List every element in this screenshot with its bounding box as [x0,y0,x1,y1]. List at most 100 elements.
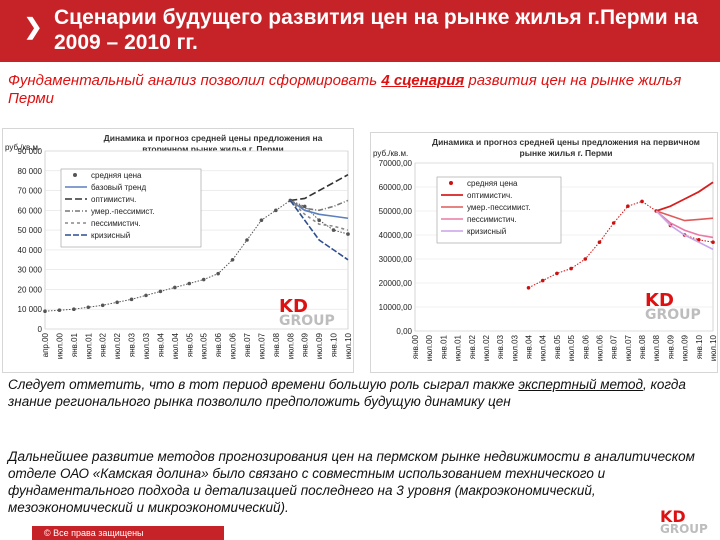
x-tick-label: янв.00 [411,334,420,359]
x-tick-label: июл.09 [315,332,324,359]
y-tick-label: 70 000 [18,187,43,196]
x-tick-label: апр.00 [41,332,50,357]
x-tick-label: июл.01 [84,332,93,359]
y-tick-label: 50000,00 [379,207,413,216]
series-line [289,199,349,212]
legend-label: пессимистич. [467,215,517,224]
kd-group-logo: KD GROUP [645,290,701,324]
y-tick-label: 60 000 [18,206,43,215]
y-tick-label: 30 000 [18,266,43,275]
x-tick-label: июл.10 [344,332,353,359]
legend-label: пессимистич. [91,219,141,228]
x-tick-label: янв.10 [695,334,704,359]
data-point [57,308,62,313]
chevron-right-icon: ❯ [24,14,43,39]
x-tick-label: июл.07 [624,334,633,361]
x-tick-label: янв.02 [99,332,108,357]
x-tick-label: янв.08 [272,332,281,357]
note-methods-development: Дальнейшее развитие методов прогнозирова… [8,449,695,515]
y-tick-label: 20000,00 [379,279,413,288]
legend-label: средняя цена [467,179,518,188]
x-tick-label: янв.07 [243,332,252,357]
y-tick-label: 0,00 [396,327,412,336]
legend-box [436,176,562,244]
header-bar: ❯ Сценарии будущего развития цен на рынк… [0,0,720,62]
legend-marker [73,173,77,177]
copyright-footer: © Все права защищены [32,526,224,540]
x-tick-label: июл.04 [539,334,548,361]
chart1-title: Динамика и прогноз средней цены предложе… [103,133,323,154]
chart1-plot: 90 000 80 000 70 000 60 000 50 000 40 000 30 0… [18,147,353,359]
data-point [711,240,715,244]
x-tick-label: янв.09 [666,334,675,359]
series-line [290,174,349,202]
chart1-ylabel: руб./кв.м. [5,143,41,152]
series-line [289,199,349,261]
intro-part-2: развития цен на рынке жилья Перми [8,72,682,107]
series-line [655,210,714,239]
legend-label: средняя цена [91,171,142,180]
x-tick-label: янв.01 [439,334,448,359]
x-tick-label: июл.08 [652,334,661,361]
slide-title: Сценарии будущего развития цен на рынке … [54,6,698,54]
legend-marker [449,181,453,185]
x-tick-label: янв.09 [301,332,310,357]
series-line [655,210,714,222]
chart2-plot: 70000,00 60000,00 50000,00 40000,00 30000,00… [379,159,717,361]
note-expert-method: Следует отметить, что в тот период време… [8,376,714,410]
chart2-title: Динамика и прогноз средней цены предложе… [432,137,700,158]
x-tick-label: июл.10 [709,334,717,361]
y-tick-label: 90 000 [18,147,43,156]
y-tick-label: 40 000 [18,246,43,255]
x-tick-label: июл.05 [200,332,209,359]
y-tick-label: 80 000 [18,167,43,176]
data-point [640,199,644,204]
x-tick-label: янв.01 [70,332,79,357]
intro-underlined: 4 сценария [381,72,465,89]
note1-part-1: Следует отметить, что в тот период време… [8,377,519,392]
x-tick-label: июл.06 [229,332,238,359]
legend-label: базовый тренд [91,183,146,192]
intro-text: Фундаментальный анализ позволил сформиро… [8,72,708,108]
y-tick-label: 40000,00 [379,231,413,240]
x-tick-label: янв.03 [496,334,505,359]
legend-label: оптимистич. [467,191,512,200]
y-tick-label: 20 000 [18,285,43,294]
kd-group-logo-footer: KD GROUP [660,507,708,537]
x-tick-label: июл.07 [257,332,266,359]
series-line [289,199,349,220]
legend-box [60,168,202,248]
x-tick-label: янв.10 [330,332,339,357]
x-tick-label: июл.00 [425,334,434,361]
y-tick-label: 70000,00 [379,159,413,168]
x-tick-label: янв.05 [185,332,194,357]
primary-market-chart: Динамика и прогноз средней цены предложе… [370,132,718,373]
y-tick-label: 0 [38,325,43,334]
x-tick-label: июл.00 [55,332,64,359]
x-tick-label: янв.05 [553,334,562,359]
y-tick-label: 50 000 [18,226,43,235]
x-tick-label: янв.03 [128,332,137,357]
note1-part-2: , когда знание регионального рынка позво… [8,377,686,409]
x-tick-label: июл.05 [567,334,576,361]
data-point [43,309,47,313]
chart2-ylabel: руб./кв.м. [373,149,409,158]
x-tick-label: июл.02 [482,334,491,361]
x-tick-label: июл.02 [113,332,122,359]
x-tick-label: янв.06 [581,334,590,359]
x-tick-label: янв.07 [610,334,619,359]
legend-label: оптимистич. [91,195,136,204]
legend-label: умер.-пессимист. [467,203,530,212]
x-tick-label: июл.03 [142,332,151,359]
note1-underlined: экспертный метод [518,377,643,392]
x-tick-label: июл.06 [595,334,604,361]
secondary-market-chart: Динамика и прогноз средней цены предложе… [2,128,354,373]
kd-group-logo: KD GROUP [279,296,335,330]
x-tick-label: июл.08 [286,332,295,359]
x-tick-label: июл.01 [454,334,463,361]
y-tick-label: 10 000 [18,305,43,314]
x-tick-label: янв.04 [156,332,165,357]
x-tick-label: янв.02 [468,334,477,359]
y-tick-label: 60000,00 [379,183,413,192]
data-point [72,307,76,312]
